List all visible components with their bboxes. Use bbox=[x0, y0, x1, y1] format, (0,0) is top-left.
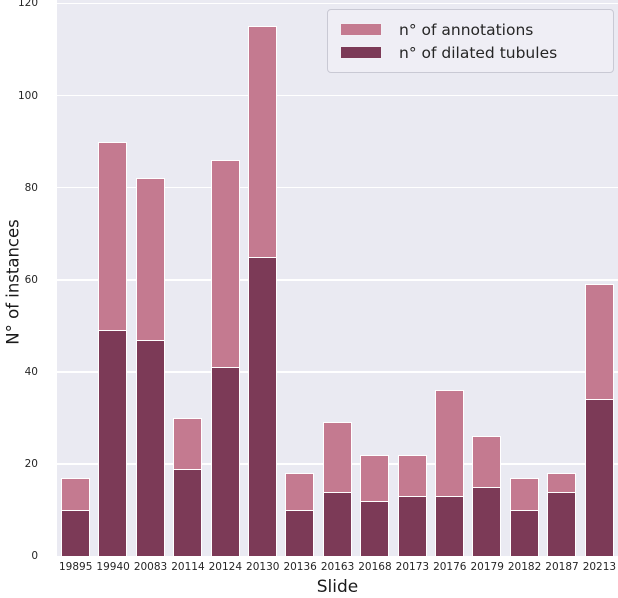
y-axis-title: N° of instances bbox=[3, 219, 23, 345]
bar-group-20163 bbox=[319, 0, 356, 556]
x-tick-label-20176: 20176 bbox=[433, 561, 467, 573]
legend-entry-annotations: n° of annotations bbox=[340, 19, 613, 40]
gridline-100 bbox=[57, 94, 618, 97]
y-tick-label-120: 120 bbox=[17, 0, 38, 10]
x-tick-label-19940: 19940 bbox=[96, 561, 130, 573]
bar-dilated-tubules-20114 bbox=[173, 468, 203, 556]
bar-group-20168 bbox=[356, 0, 393, 556]
x-tick-label-20083: 20083 bbox=[133, 561, 168, 573]
x-axis-title: Slide bbox=[316, 577, 359, 597]
bar-dilated-tubules-20182 bbox=[509, 509, 539, 556]
x-tick-label-20163: 20163 bbox=[320, 561, 355, 573]
gridline-40 bbox=[57, 371, 618, 373]
gridline-80 bbox=[57, 186, 618, 189]
bar-dilated-tubules-20136 bbox=[285, 509, 315, 556]
legend-swatch-dilated-tubules bbox=[340, 46, 382, 59]
bar-group-20136 bbox=[281, 0, 318, 556]
x-tick-label-20124: 20124 bbox=[208, 561, 243, 573]
bar-dilated-tubules-20124 bbox=[210, 367, 240, 556]
bar-dilated-tubules-19895 bbox=[61, 509, 90, 556]
bar-group-20213 bbox=[581, 0, 618, 556]
x-tick-label-20168: 20168 bbox=[358, 561, 392, 573]
x-axis-tick-labels: 19895 19940 20083 20114 20124 20130 20136 20163… bbox=[57, 561, 618, 573]
x-tick-label-20182: 20182 bbox=[507, 561, 542, 573]
bar-group-20130 bbox=[244, 0, 281, 556]
bar-dilated-tubules-20130 bbox=[248, 256, 277, 556]
legend-label-annotations: n° of annotations bbox=[399, 20, 534, 39]
y-tick-label-100: 100 bbox=[17, 89, 38, 102]
bar-group-20182 bbox=[506, 0, 543, 556]
bar-dilated-tubules-20163 bbox=[322, 491, 352, 556]
bar-group-19940 bbox=[94, 0, 131, 556]
legend-label-dilated-tubules: n° of dilated tubules bbox=[399, 43, 558, 62]
y-tick-label-40: 40 bbox=[24, 365, 38, 378]
bar-dilated-tubules-20173 bbox=[397, 496, 427, 556]
bar-dilated-tubules-20176 bbox=[435, 496, 464, 556]
bar-group-20083 bbox=[132, 0, 169, 556]
legend: n° of annotations n° of dilated tubules bbox=[327, 9, 614, 73]
bar-group-20114 bbox=[169, 0, 206, 556]
bar-group-19895 bbox=[57, 0, 94, 556]
bar-group-20124 bbox=[207, 0, 244, 556]
y-tick-label-80: 80 bbox=[24, 181, 38, 194]
x-tick-label-20187: 20187 bbox=[545, 561, 579, 573]
bar-dilated-tubules-20213 bbox=[584, 399, 614, 556]
y-tick-label-60: 60 bbox=[24, 273, 38, 286]
bar-dilated-tubules-20179 bbox=[472, 486, 502, 556]
legend-entry-dilated-tubules: n° of dilated tubules bbox=[340, 42, 613, 63]
bar-group-20179 bbox=[468, 0, 505, 556]
x-tick-label-20114: 20114 bbox=[171, 561, 205, 573]
bar-group-20173 bbox=[394, 0, 431, 556]
bar-group-20176 bbox=[431, 0, 468, 556]
gridline-60 bbox=[57, 278, 618, 281]
bar-dilated-tubules-20168 bbox=[360, 500, 390, 556]
bar-dilated-tubules-19940 bbox=[98, 330, 128, 556]
x-tick-label-20130: 20130 bbox=[246, 561, 280, 573]
y-tick-label-0: 0 bbox=[31, 550, 38, 562]
y-tick-label-20: 20 bbox=[24, 457, 38, 470]
gridline-120 bbox=[57, 2, 618, 5]
x-tick-label-20136: 20136 bbox=[283, 561, 317, 573]
y-axis-tick-labels: 0 20 40 60 80 100 120 bbox=[0, 0, 47, 598]
plot-area bbox=[57, 0, 618, 556]
bar-dilated-tubules-20083 bbox=[135, 339, 165, 556]
x-tick-label-20213: 20213 bbox=[582, 561, 617, 573]
x-tick-label-20179: 20179 bbox=[470, 561, 504, 573]
bar-dilated-tubules-20187 bbox=[547, 491, 577, 556]
bar-group-20187 bbox=[543, 0, 580, 556]
x-tick-label-19895: 19895 bbox=[59, 561, 93, 573]
legend-swatch-annotations bbox=[340, 23, 382, 36]
x-tick-label-20173: 20173 bbox=[395, 561, 430, 573]
